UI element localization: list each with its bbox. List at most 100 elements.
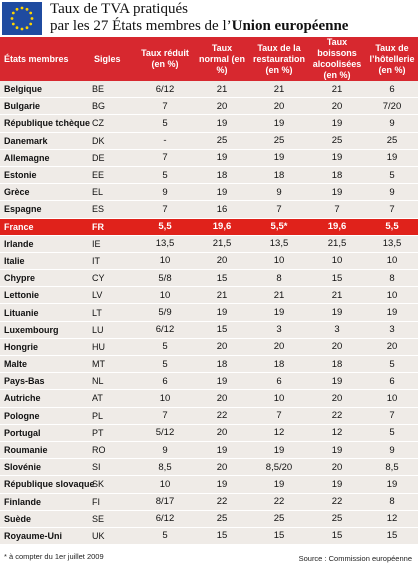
rate: 19: [250, 303, 308, 322]
rate: 5: [136, 166, 194, 185]
rate: 7: [136, 149, 194, 167]
rate: 25: [250, 132, 308, 150]
rate: 8,5/20: [250, 458, 308, 477]
row: Belgique BE 6/12 21 21 21 6: [0, 81, 418, 99]
rate: 7: [250, 200, 308, 219]
code: IT: [92, 252, 136, 271]
rate: 13,5: [250, 235, 308, 253]
rate: 20: [366, 338, 418, 357]
country: Italie: [0, 252, 92, 271]
row: Portugal PT 5/12 20 12 12 5: [0, 424, 418, 442]
title: Taux de TVA pratiqués par les 27 États m…: [50, 1, 348, 35]
rate: 19: [308, 475, 366, 494]
code: RO: [92, 441, 136, 460]
rate: 19,6: [308, 218, 366, 236]
rate: 18: [194, 166, 250, 185]
rate: 19: [308, 441, 366, 460]
rate: 7: [250, 407, 308, 425]
code: PL: [92, 407, 136, 425]
row: Lituanie LT 5/9 19 19 19 19: [0, 303, 418, 322]
rate: 15: [194, 527, 250, 546]
row: France FR 5,5 19,6 5,5* 19,6 5,5: [0, 218, 418, 236]
rate: 8: [366, 269, 418, 288]
rate: 5: [136, 338, 194, 357]
rate: 10: [136, 286, 194, 305]
rate: 9: [136, 441, 194, 460]
rate: 5: [366, 355, 418, 374]
rate: 22: [194, 493, 250, 511]
rate: 7/20: [366, 97, 418, 116]
rate: 21,5: [194, 235, 250, 253]
rate: 22: [308, 407, 366, 425]
rate: 19,6: [194, 218, 250, 236]
row: Suède SE 6/12 25 25 25 12: [0, 510, 418, 528]
rate: 15: [194, 269, 250, 288]
rate: 19: [194, 183, 250, 202]
rate: 12: [250, 424, 308, 442]
code: IE: [92, 235, 136, 253]
rate: 25: [194, 510, 250, 528]
rate: 19: [250, 441, 308, 460]
header-row: États membres Sigles Taux réduit (en %) Tau…: [0, 37, 418, 81]
rate: 6: [366, 81, 418, 99]
rate: 25: [194, 132, 250, 150]
rate: 25: [308, 132, 366, 150]
footnote: * à compter du 1er juillet 2009: [4, 552, 104, 561]
rate: 12: [366, 510, 418, 528]
rate: 19: [308, 183, 366, 202]
rate: 10: [136, 252, 194, 271]
rate: 25: [366, 132, 418, 150]
vat-table: États membres Sigles Taux réduit (en %) Tau…: [0, 37, 418, 546]
row: Hongrie HU 5 20 20 20 20: [0, 338, 418, 357]
rate: 3: [308, 321, 366, 339]
column-header: Sigles: [92, 37, 136, 81]
row: Pays-Bas NL 6 19 6 19 6: [0, 372, 418, 391]
title-line: Taux de TVA pratiqués: [50, 1, 188, 17]
column-header: Taux boissons alcoolisées (en %): [308, 37, 366, 81]
rate: 20: [194, 458, 250, 477]
column-header: États membres: [0, 37, 92, 81]
row: Bulgarie BG 7 20 20 20 7/20: [0, 97, 418, 116]
rate: 10: [136, 475, 194, 494]
rate: 6/12: [136, 81, 194, 99]
rate: 19: [194, 441, 250, 460]
country: Espagne: [0, 200, 92, 219]
code: ES: [92, 200, 136, 219]
rate: 20: [194, 252, 250, 271]
code: NL: [92, 372, 136, 391]
rate: 9: [366, 114, 418, 133]
rate: 6: [250, 372, 308, 391]
rate: 5/8: [136, 269, 194, 288]
rate: 7: [308, 200, 366, 219]
country: Belgique: [0, 81, 92, 99]
country: Pologne: [0, 407, 92, 425]
row: Slovénie SI 8,5 20 8,5/20 20 8,5: [0, 458, 418, 477]
rate: 18: [250, 355, 308, 374]
country: France: [0, 218, 92, 236]
rate: 20: [194, 389, 250, 408]
country: Royaume-Uni: [0, 527, 92, 546]
rate: 18: [308, 166, 366, 185]
row: Espagne ES 7 16 7 7 7: [0, 200, 418, 219]
rate: 19: [366, 303, 418, 322]
code: UK: [92, 527, 136, 546]
column-header: Taux de l’hôtellerie (en %): [366, 37, 418, 81]
row: Autriche AT 10 20 10 20 10: [0, 389, 418, 408]
rate: 5: [136, 527, 194, 546]
rate: 7: [366, 407, 418, 425]
rate: 21: [250, 286, 308, 305]
country: Suède: [0, 510, 92, 528]
rate: 21: [194, 286, 250, 305]
rate: 20: [194, 338, 250, 357]
rate: 13,5: [366, 235, 418, 253]
rate: 20: [308, 458, 366, 477]
rate: 15: [250, 527, 308, 546]
rate: 21: [308, 286, 366, 305]
code: BG: [92, 97, 136, 116]
code: EE: [92, 166, 136, 185]
rate: 5: [136, 114, 194, 133]
row: République slovaque SK 10 19 19 19 19: [0, 475, 418, 494]
rate: 22: [194, 407, 250, 425]
rate: 21: [308, 81, 366, 99]
rate: 19: [194, 372, 250, 391]
